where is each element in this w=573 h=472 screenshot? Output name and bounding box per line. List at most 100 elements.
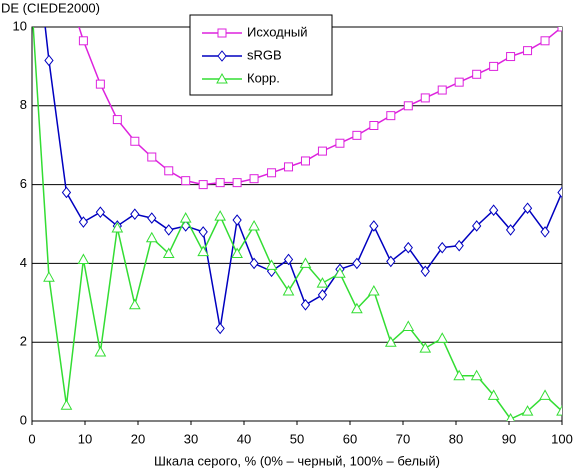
legend-label: Корр. — [247, 70, 280, 85]
marker — [472, 220, 482, 232]
marker — [164, 166, 174, 176]
marker — [522, 202, 533, 215]
marker — [557, 186, 562, 199]
marker — [523, 46, 533, 56]
marker — [198, 226, 208, 238]
marker — [78, 36, 88, 46]
marker — [316, 277, 329, 288]
x-tick-label: 40 — [237, 431, 251, 446]
y-tick-label: 8 — [20, 97, 27, 112]
marker — [472, 69, 482, 79]
marker — [556, 405, 562, 416]
marker — [215, 178, 225, 188]
marker — [540, 226, 550, 238]
marker — [403, 241, 413, 254]
x-tick-label: 30 — [184, 431, 198, 446]
marker — [488, 204, 499, 217]
marker — [249, 257, 259, 270]
marker — [145, 231, 158, 243]
x-tick-label: 20 — [131, 431, 145, 446]
marker — [489, 61, 499, 71]
marker — [540, 36, 550, 46]
marker — [453, 369, 466, 381]
y-tick-label: 4 — [20, 255, 27, 270]
marker — [437, 241, 447, 254]
marker — [284, 162, 294, 172]
marker — [299, 257, 312, 268]
marker — [232, 214, 242, 226]
marker — [248, 219, 260, 231]
marker — [437, 85, 447, 95]
marker — [217, 28, 227, 38]
marker — [317, 289, 328, 301]
marker — [300, 156, 310, 166]
y-axis-label: DE (CIEDE2000) — [1, 0, 100, 15]
marker — [335, 138, 345, 148]
marker — [403, 101, 413, 111]
x-tick-label: 0 — [28, 431, 35, 446]
marker — [454, 239, 464, 252]
marker — [384, 336, 397, 347]
marker — [419, 342, 432, 353]
x-tick-label: 10 — [78, 431, 92, 446]
marker — [386, 255, 396, 268]
marker — [216, 72, 228, 84]
y-tick-label: 0 — [20, 412, 27, 427]
marker — [386, 111, 396, 121]
marker — [181, 176, 191, 186]
marker — [78, 216, 89, 228]
marker — [95, 206, 106, 218]
marker — [198, 180, 208, 190]
marker — [521, 405, 534, 416]
marker — [77, 253, 90, 264]
marker — [265, 259, 278, 270]
legend-label: sRGB — [247, 47, 282, 62]
marker — [557, 27, 562, 32]
marker — [130, 136, 140, 146]
marker — [112, 115, 122, 125]
x-tick-label: 50 — [290, 431, 304, 446]
x-tick-label: 80 — [449, 431, 463, 446]
x-tick-label: 60 — [343, 431, 357, 446]
legend-label: Исходный — [247, 24, 308, 39]
marker — [300, 298, 311, 311]
marker — [162, 247, 175, 259]
marker — [487, 389, 500, 400]
marker — [179, 212, 192, 223]
marker — [369, 121, 379, 130]
marker — [402, 320, 415, 331]
legend-box — [189, 14, 333, 96]
marker — [506, 52, 516, 62]
marker — [420, 265, 430, 278]
marker — [197, 245, 210, 257]
y-tick-label: 10 — [13, 18, 27, 33]
marker — [351, 302, 363, 314]
marker — [61, 186, 72, 199]
marker — [470, 369, 483, 381]
marker — [282, 284, 295, 296]
x-tick-label: 100 — [551, 431, 573, 446]
marker — [352, 130, 362, 140]
marker — [232, 178, 242, 188]
marker — [317, 146, 327, 156]
marker — [95, 79, 105, 89]
marker — [505, 224, 516, 236]
marker — [164, 224, 174, 236]
marker — [231, 247, 243, 259]
x-axis-label: Шкала серого, % (0% – черный, 100% – бел… — [154, 453, 440, 468]
marker — [369, 220, 379, 232]
marker — [130, 208, 140, 220]
marker — [60, 399, 73, 410]
y-tick-label: 2 — [20, 334, 27, 349]
marker — [368, 284, 380, 296]
marker — [44, 54, 54, 67]
marker — [283, 253, 294, 266]
y-tick-label: 6 — [20, 176, 27, 191]
plot-area — [32, 27, 562, 421]
marker — [111, 221, 124, 233]
marker — [94, 346, 107, 357]
x-tick-label: 90 — [502, 431, 516, 446]
x-tick-label: 70 — [396, 431, 410, 446]
marker — [128, 298, 141, 310]
